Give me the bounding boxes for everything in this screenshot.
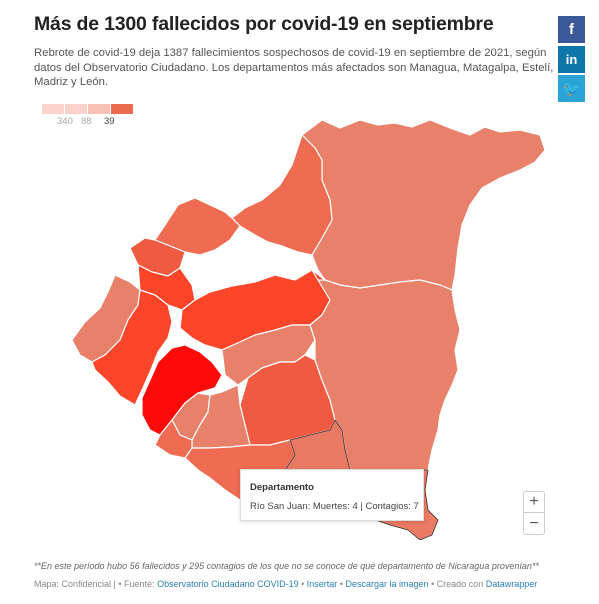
plus-icon: + <box>529 493 539 510</box>
facebook-icon: f <box>569 21 574 38</box>
footer-created-with: • Creado con <box>428 579 486 589</box>
zoom-in-button[interactable]: + <box>523 491 545 513</box>
region-caribe-sur[interactable] <box>309 269 461 471</box>
zoom-out-button[interactable]: − <box>523 513 545 535</box>
footer-separator: • <box>298 579 307 589</box>
embed-link[interactable]: Insertar <box>306 579 338 589</box>
footnote: **En este período hubo 56 fallecidos y 2… <box>34 561 539 571</box>
nicaragua-map <box>71 119 546 540</box>
chart-subtitle: Rebrote de covid-19 deja 1387 fallecimie… <box>34 47 554 88</box>
footer-prefix: Mapa: Confidencial | • Fuente: <box>34 579 158 589</box>
source-link[interactable]: Observatorio Ciudadano COVID-19 <box>157 579 299 589</box>
minus-icon: − <box>529 514 539 532</box>
facebook-share-button[interactable]: f <box>558 16 585 43</box>
footer-separator: • <box>337 579 346 589</box>
legend-swatch <box>65 104 87 114</box>
region-leon[interactable] <box>91 289 173 406</box>
chart-title: Más de 1300 fallecidos por covid-19 en s… <box>34 13 494 35</box>
twitter-share-button[interactable]: 🐦 <box>558 75 585 102</box>
region-tooltip: Departamento Río San Juan: Muertes: 4 | … <box>240 469 424 521</box>
region-caribe-norte[interactable] <box>301 119 546 291</box>
legend-swatch <box>88 104 110 114</box>
legend-swatch <box>111 104 133 114</box>
legend-label: 88 <box>81 116 92 127</box>
legend-label: 39 <box>104 116 115 127</box>
credits-footer: Mapa: Confidencial | • Fuente: Observato… <box>34 579 537 589</box>
legend-bar <box>42 104 134 114</box>
download-image-link[interactable]: Descargar la imagen <box>345 579 429 589</box>
legend-label: 340 <box>57 116 73 127</box>
linkedin-icon: in <box>565 52 578 67</box>
twitter-icon: 🐦 <box>562 80 581 98</box>
color-legend: 340 88 39 <box>42 104 134 128</box>
linkedin-share-button[interactable]: in <box>558 46 585 73</box>
datawrapper-link[interactable]: Datawrapper <box>485 579 538 589</box>
tooltip-body: Río San Juan: Muertes: 4 | Contagios: 7 <box>250 501 419 512</box>
legend-swatch <box>42 104 64 114</box>
region-jinotega[interactable] <box>231 134 333 256</box>
tooltip-title: Departamento <box>250 482 314 493</box>
